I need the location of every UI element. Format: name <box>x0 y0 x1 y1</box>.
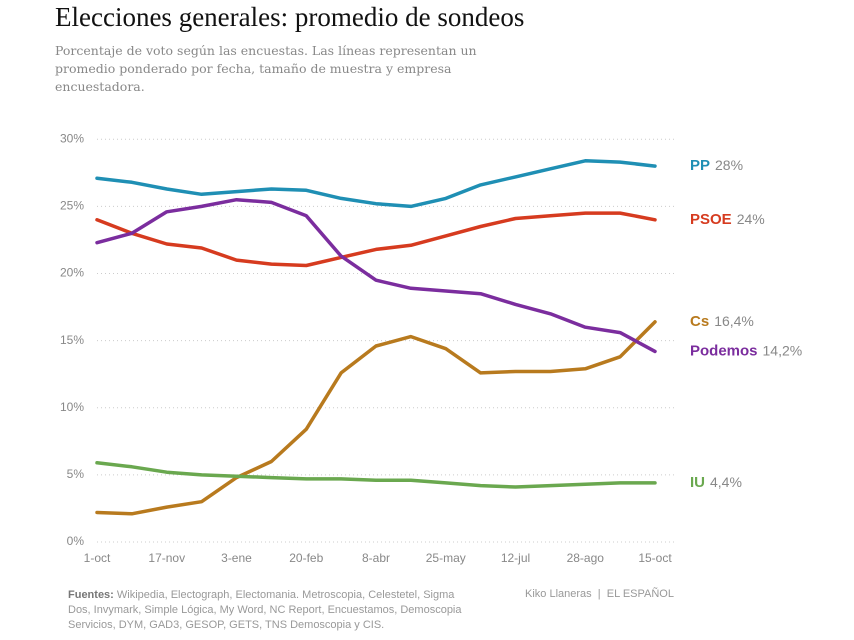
x-tick-label: 25-may <box>426 551 466 565</box>
end-label: IU 4,4% <box>690 474 742 491</box>
end-label: Cs 16,4% <box>690 313 754 330</box>
chart-title: Elecciones generales: promedio de sondeo… <box>55 2 525 32</box>
series-line <box>95 159 657 209</box>
value-label: 16,4% <box>714 313 754 329</box>
x-tick-label: 1-oct <box>84 551 111 565</box>
y-tick-label: 20% <box>60 266 84 280</box>
series-line <box>95 211 657 268</box>
chart: 0% 5% 10% 15% 20% 25% 30% 1-oct 17-nov 3-ene 20-fe… <box>60 131 802 565</box>
x-tick-label: 20-feb <box>289 551 323 565</box>
series-name: Podemos <box>690 342 758 359</box>
source: Fuentes: Wikipedia, Electograph, Electom… <box>68 588 468 633</box>
x-tick-label: 28-ago <box>567 551 605 565</box>
end-label: PP 28% <box>690 157 743 174</box>
series-line <box>95 320 657 516</box>
series-name: PP <box>690 157 710 174</box>
y-tick-label: 10% <box>60 400 84 414</box>
value-label: 14,2% <box>763 342 803 358</box>
chart-subtitle: Porcentaje de voto según las encuestas. … <box>55 43 477 94</box>
end-label: Podemos 14,2% <box>690 342 802 359</box>
y-tick-label: 30% <box>60 131 84 145</box>
x-tick-label: 15-oct <box>638 551 672 565</box>
y-tick-label: 25% <box>60 199 84 213</box>
series-line <box>95 197 657 354</box>
series-name: PSOE <box>690 211 732 228</box>
x-tick-label: 8-abr <box>362 551 390 565</box>
source-text: Wikipedia, Electograph, Electomania. Met… <box>68 589 462 631</box>
y-tick-label: 0% <box>67 534 85 548</box>
x-tick-label: 12-jul <box>501 551 530 565</box>
series-name: IU <box>690 474 705 491</box>
series-line <box>95 461 657 489</box>
source-label: Fuentes: <box>68 589 114 601</box>
credit: Kiko Llaneras | EL ESPAÑOL <box>525 588 674 600</box>
value-label: 4,4% <box>710 474 742 490</box>
y-tick-label: 15% <box>60 333 84 347</box>
value-label: 28% <box>715 157 743 173</box>
y-tick-label: 5% <box>67 467 85 481</box>
x-tick-label: 3-ene <box>221 551 252 565</box>
x-tick-label: 17-nov <box>148 551 185 565</box>
end-label: PSOE 24% <box>690 211 765 228</box>
value-label: 24% <box>737 211 765 227</box>
series-name: Cs <box>690 313 709 330</box>
